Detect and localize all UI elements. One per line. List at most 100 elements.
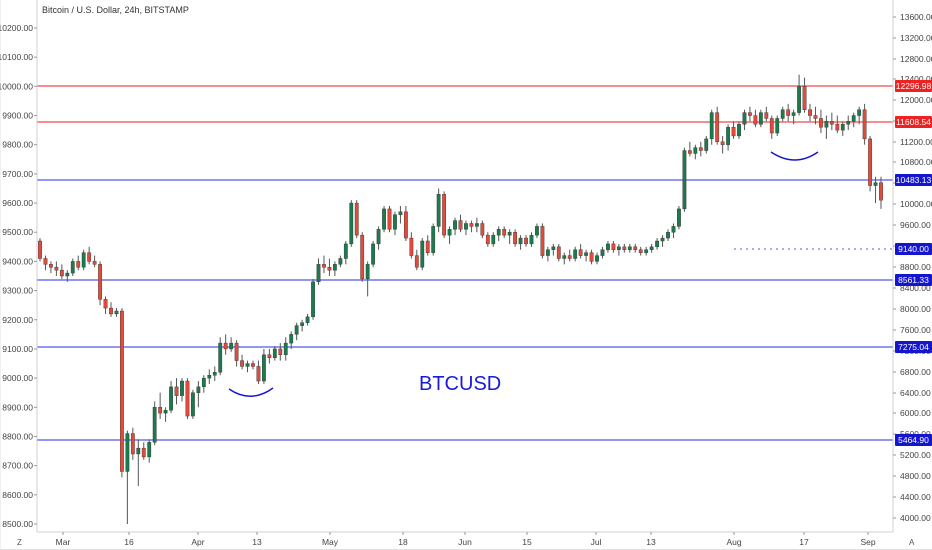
candle[interactable] (502, 226, 507, 239)
candle[interactable] (622, 243, 627, 253)
candle[interactable] (857, 106, 862, 125)
candle[interactable] (709, 109, 714, 145)
candle[interactable] (556, 243, 561, 262)
candle[interactable] (513, 229, 518, 247)
candle[interactable] (272, 346, 277, 361)
candle[interactable] (223, 334, 228, 355)
candle[interactable] (125, 430, 130, 524)
candle[interactable] (59, 264, 64, 279)
candle[interactable] (349, 200, 354, 247)
candle[interactable] (191, 389, 195, 419)
candle[interactable] (671, 223, 676, 239)
candle[interactable] (360, 232, 365, 282)
candle[interactable] (840, 121, 845, 136)
candle[interactable] (780, 106, 785, 122)
candle[interactable] (212, 366, 217, 382)
candle[interactable] (398, 205, 403, 224)
candle[interactable] (393, 211, 397, 236)
candle[interactable] (589, 249, 594, 265)
candle[interactable] (98, 261, 102, 306)
log-scale-toggle[interactable]: Z (17, 538, 22, 547)
candle[interactable] (464, 220, 468, 236)
candle[interactable] (540, 223, 545, 259)
candle[interactable] (289, 331, 294, 349)
candle[interactable] (322, 255, 326, 274)
candle[interactable] (474, 217, 479, 233)
candle[interactable] (278, 343, 283, 361)
candle[interactable] (65, 270, 70, 282)
candle[interactable] (316, 258, 321, 285)
candle[interactable] (808, 103, 812, 122)
candle[interactable] (879, 176, 883, 209)
candle[interactable] (611, 240, 616, 253)
candle[interactable] (240, 354, 244, 370)
candle[interactable] (726, 124, 730, 151)
candle[interactable] (130, 427, 135, 460)
candle[interactable] (267, 348, 272, 364)
candle[interactable] (54, 261, 59, 276)
candle[interactable] (300, 319, 305, 332)
candle[interactable] (819, 109, 823, 134)
candle[interactable] (846, 115, 851, 131)
candle[interactable] (802, 77, 807, 113)
candle[interactable] (245, 360, 250, 373)
candle[interactable] (496, 226, 501, 241)
candle[interactable] (354, 200, 359, 239)
candle[interactable] (262, 348, 266, 384)
candle[interactable] (305, 313, 310, 326)
candle[interactable] (829, 112, 834, 131)
candle[interactable] (813, 106, 818, 125)
candle[interactable] (141, 442, 146, 460)
candle[interactable] (649, 243, 654, 253)
candle[interactable] (70, 258, 75, 276)
candle[interactable] (43, 255, 48, 271)
candle[interactable] (382, 205, 386, 233)
candle[interactable] (595, 252, 599, 265)
candle[interactable] (103, 296, 108, 314)
candle[interactable] (627, 243, 632, 253)
candle[interactable] (835, 115, 840, 134)
candle[interactable] (873, 176, 878, 204)
candle[interactable] (436, 188, 441, 233)
candle[interactable] (704, 135, 709, 154)
candle[interactable] (283, 337, 288, 361)
candle[interactable] (376, 226, 381, 250)
candle[interactable] (420, 238, 425, 271)
candle[interactable] (114, 308, 119, 317)
candle[interactable] (109, 302, 113, 317)
candle[interactable] (682, 147, 687, 212)
candle[interactable] (786, 103, 791, 122)
candle[interactable] (480, 220, 485, 239)
candle[interactable] (442, 191, 447, 239)
candle[interactable] (660, 235, 665, 247)
candle[interactable] (158, 392, 163, 419)
candle[interactable] (578, 243, 583, 259)
candle[interactable] (453, 217, 457, 236)
candle[interactable] (655, 238, 659, 250)
candle[interactable] (535, 223, 539, 239)
candle[interactable] (567, 249, 572, 262)
candle[interactable] (551, 243, 556, 256)
candle[interactable] (180, 378, 184, 402)
candle[interactable] (584, 249, 588, 262)
candle[interactable] (524, 235, 528, 247)
candle[interactable] (163, 407, 168, 422)
candle[interactable] (769, 115, 774, 139)
candle[interactable] (638, 246, 643, 256)
candle[interactable] (81, 249, 86, 271)
candle[interactable] (229, 337, 234, 352)
candle[interactable] (715, 106, 720, 145)
candle[interactable] (425, 235, 430, 256)
candle[interactable] (365, 261, 370, 297)
candle[interactable] (633, 243, 638, 253)
candle[interactable] (409, 232, 414, 259)
candle[interactable] (753, 109, 758, 128)
candle[interactable] (327, 258, 332, 276)
candle[interactable] (616, 243, 621, 256)
candle[interactable] (311, 278, 315, 320)
candle[interactable] (343, 240, 348, 265)
candle[interactable] (338, 255, 343, 268)
candle[interactable] (87, 246, 92, 265)
candle[interactable] (791, 109, 796, 125)
